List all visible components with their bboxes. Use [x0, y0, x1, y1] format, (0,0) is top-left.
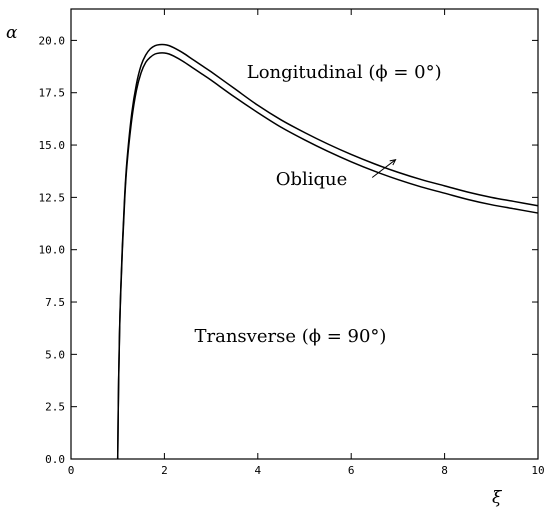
plot-frame — [70, 8, 539, 460]
y-tick-label: 17.5 — [39, 87, 66, 100]
x-tick-label: 6 — [348, 464, 355, 477]
x-tick-label: 10 — [531, 464, 544, 477]
oblique-arrowhead — [389, 159, 397, 166]
x-tick-label: 8 — [441, 464, 448, 477]
x-axis-title: ξ — [492, 488, 503, 508]
y-tick-label: 2.5 — [45, 401, 65, 414]
y-tick-label: 7.5 — [45, 296, 65, 309]
oblique-arrow — [371, 159, 396, 178]
axis-tick-labels: 0 2 4 6 8 10 0.0 2.5 5.0 7.5 10.0 12.5 15.0 17.5 20.0 — [39, 34, 545, 477]
label-longitudinal: Longitudinal (ϕ = 0°) — [247, 62, 442, 83]
y-tick-label: 12.5 — [39, 191, 66, 204]
label-transverse: Transverse (ϕ = 90°) — [195, 326, 387, 347]
data-curves — [116, 43, 539, 460]
label-oblique: Oblique — [276, 169, 348, 190]
x-tick-label: 2 — [161, 464, 168, 477]
y-tick-label: 15.0 — [39, 139, 66, 152]
y-tick-label: 0.0 — [45, 453, 65, 466]
x-tick-label: 0 — [68, 464, 75, 477]
axis-ticks — [70, 9, 539, 460]
y-tick-label: 5.0 — [45, 348, 65, 361]
y-tick-label: 20.0 — [39, 34, 66, 47]
y-tick-label: 10.0 — [39, 244, 66, 257]
y-axis-title: α — [6, 23, 18, 43]
x-tick-label: 4 — [254, 464, 261, 477]
annotations: Longitudinal (ϕ = 0°) Oblique Transverse (… — [195, 62, 442, 347]
lower-curve — [116, 52, 539, 460]
upper-curve — [116, 43, 539, 460]
